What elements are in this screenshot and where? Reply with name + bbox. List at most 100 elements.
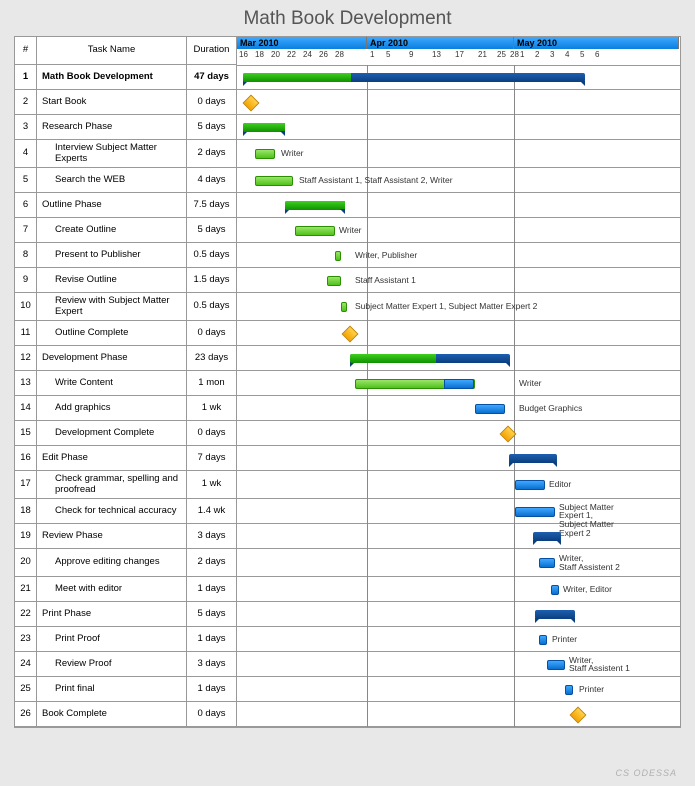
task-name: Search the WEB <box>37 168 187 193</box>
summary-bar <box>285 201 345 210</box>
col-task-header: Task Name <box>37 37 187 65</box>
task-name: Start Book <box>37 90 187 115</box>
task-name: Present to Publisher <box>37 243 187 268</box>
task-duration: 1 days <box>187 627 237 652</box>
resource-label: Writer <box>281 149 304 158</box>
day-label: 5 <box>580 50 584 59</box>
task-duration: 1 wk <box>187 396 237 421</box>
task-bar <box>295 226 335 236</box>
col-duration-header: Duration <box>187 37 237 65</box>
task-duration: 1 days <box>187 577 237 602</box>
task-duration: 23 days <box>187 346 237 371</box>
task-duration: 3 days <box>187 652 237 677</box>
day-label: 13 <box>432 50 441 59</box>
day-label: 17 <box>455 50 464 59</box>
row-number: 6 <box>15 193 37 218</box>
row-number: 15 <box>15 421 37 446</box>
gantt-area: Writer Staff Assistant 1, Staff Assistant… <box>237 65 680 727</box>
task-duration: 0 days <box>187 702 237 727</box>
row-number: 24 <box>15 652 37 677</box>
task-duration: 1.5 days <box>187 268 237 293</box>
task-bar <box>335 251 341 261</box>
task-name: Development Phase <box>37 346 187 371</box>
task-duration: 1 wk <box>187 471 237 499</box>
task-name: Approve editing changes <box>37 549 187 577</box>
summary-bar <box>243 123 285 132</box>
task-bar <box>355 379 475 389</box>
task-duration: 4 days <box>187 168 237 193</box>
row-number: 11 <box>15 321 37 346</box>
row-number: 4 <box>15 140 37 168</box>
task-name: Book Complete <box>37 702 187 727</box>
summary-bar <box>535 610 575 619</box>
milestone-marker <box>243 94 260 111</box>
task-duration: 5 days <box>187 115 237 140</box>
task-name: Research Phase <box>37 115 187 140</box>
task-duration: 2 days <box>187 549 237 577</box>
task-name: Write Content <box>37 371 187 396</box>
milestone-marker <box>570 706 587 723</box>
task-duration: 5 days <box>187 218 237 243</box>
row-number: 26 <box>15 702 37 727</box>
row-number: 13 <box>15 371 37 396</box>
resource-label: Subject Matter Expert 1, Subject Matter … <box>355 302 537 311</box>
task-name: Check for technical accuracy <box>37 499 187 524</box>
resource-label: Staff Assistant 1 <box>355 276 416 285</box>
day-label: 16 <box>239 50 248 59</box>
month-divider <box>514 65 515 727</box>
task-name: Meet with editor <box>37 577 187 602</box>
task-bar <box>341 302 347 312</box>
row-number: 16 <box>15 446 37 471</box>
task-name: Print Phase <box>37 602 187 627</box>
task-name: Interview Subject Matter Experts <box>37 140 187 168</box>
task-bar <box>255 149 275 159</box>
resource-label: Printer <box>579 685 604 694</box>
day-label: 1 <box>520 50 524 59</box>
row-number: 18 <box>15 499 37 524</box>
task-duration: 7.5 days <box>187 193 237 218</box>
task-duration: 0.5 days <box>187 293 237 321</box>
resource-label: Writer, Staff Assistent 2 <box>559 554 620 572</box>
month-divider <box>367 65 368 727</box>
month-header: Mar 2010 <box>237 37 367 49</box>
gantt-chart: # Task Name Duration 1618202224262815913… <box>14 36 681 728</box>
day-label: 26 <box>319 50 328 59</box>
row-number: 23 <box>15 627 37 652</box>
resource-label: Subject Matter Expert 1, Subject Matter … <box>559 503 614 539</box>
task-name: Development Complete <box>37 421 187 446</box>
task-duration: 47 days <box>187 65 237 90</box>
row-number: 1 <box>15 65 37 90</box>
task-bar <box>475 404 505 414</box>
row-number: 12 <box>15 346 37 371</box>
resource-label: Writer, Staff Assistent 1 <box>569 656 630 674</box>
day-label: 6 <box>595 50 599 59</box>
row-number: 8 <box>15 243 37 268</box>
row-number: 10 <box>15 293 37 321</box>
task-name: Check grammar, spelling and proofread <box>37 471 187 499</box>
row-number: 9 <box>15 268 37 293</box>
task-bar <box>539 635 547 645</box>
task-name: Outline Phase <box>37 193 187 218</box>
task-name: Add graphics <box>37 396 187 421</box>
resource-label: Staff Assistant 1, Staff Assistant 2, Wr… <box>299 176 453 185</box>
milestone-marker <box>342 325 359 342</box>
timeline-header: 161820222426281591317212528123456 Mar 20… <box>237 37 680 66</box>
resource-label: Writer, Publisher <box>355 251 417 260</box>
task-duration: 0 days <box>187 90 237 115</box>
resource-label: Writer <box>519 379 542 388</box>
footer-logo: CS ODESSA <box>615 768 677 778</box>
task-bar <box>327 276 341 286</box>
summary-bar <box>533 532 561 541</box>
task-name: Revise Outline <box>37 268 187 293</box>
task-bar <box>547 660 565 670</box>
row-number: 21 <box>15 577 37 602</box>
task-name: Print Proof <box>37 627 187 652</box>
resource-label: Editor <box>549 480 571 489</box>
col-number-header: # <box>15 37 37 65</box>
row-number: 5 <box>15 168 37 193</box>
day-label: 20 <box>271 50 280 59</box>
task-duration: 0.5 days <box>187 243 237 268</box>
day-label: 9 <box>409 50 413 59</box>
task-duration: 5 days <box>187 602 237 627</box>
task-duration: 3 days <box>187 524 237 549</box>
